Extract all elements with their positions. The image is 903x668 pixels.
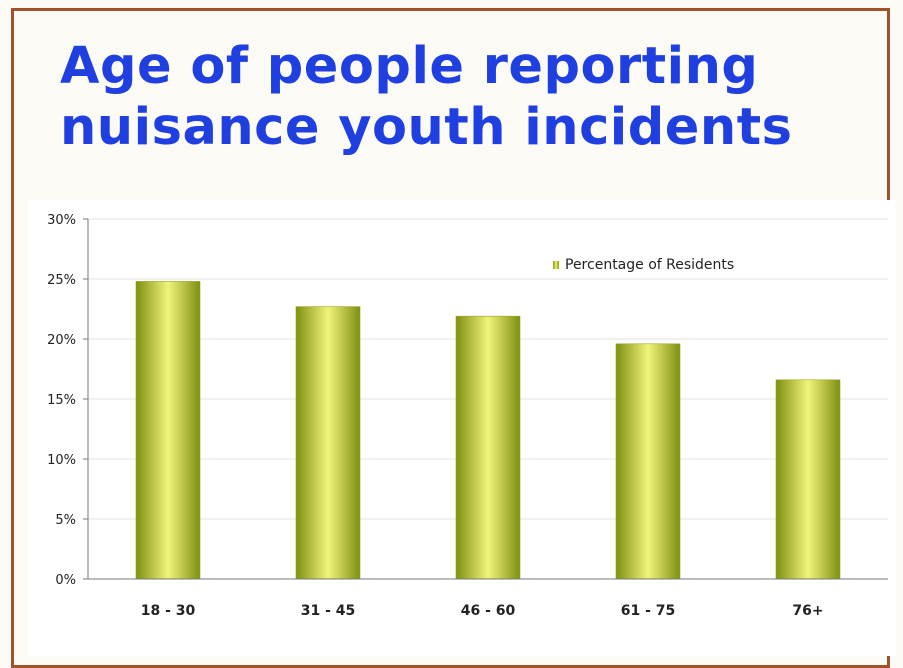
- y-tick-label: 15%: [47, 393, 76, 408]
- legend: Percentage of Residents: [553, 257, 734, 273]
- chart-title-line-2: nuisance youth incidents: [60, 98, 793, 157]
- x-tick-label: 61 - 75: [621, 603, 676, 619]
- x-tick-labels: 18 - 30 31 - 45 46 - 60 61 - 75 76+: [141, 603, 824, 619]
- x-tick-label: 76+: [792, 603, 823, 619]
- y-tick-label: 5%: [55, 513, 76, 528]
- x-tick-label: 18 - 30: [141, 603, 196, 619]
- bar: [135, 281, 201, 580]
- bar: [455, 315, 521, 580]
- bar: [295, 306, 361, 580]
- legend-swatch: [553, 261, 559, 269]
- y-tick-labels: 0% 5% 10% 15% 20% 25% 30%: [47, 213, 76, 588]
- y-tick-label: 10%: [47, 453, 76, 468]
- y-tick-label: 25%: [47, 273, 76, 288]
- y-tick-label: 30%: [47, 213, 76, 228]
- chart-title-line-1: Age of people reporting: [60, 37, 759, 96]
- y-tick-label: 0%: [55, 573, 76, 588]
- x-tick-label: 31 - 45: [301, 603, 356, 619]
- legend-label: Percentage of Residents: [565, 257, 735, 273]
- x-tick-label: 46 - 60: [461, 603, 516, 619]
- chart-title: Age of people reporting nuisance youth i…: [60, 36, 840, 158]
- bars: [135, 281, 841, 580]
- y-tick-label: 20%: [47, 333, 76, 348]
- bar: [615, 343, 681, 580]
- bar: [775, 379, 841, 580]
- axes: [83, 218, 888, 580]
